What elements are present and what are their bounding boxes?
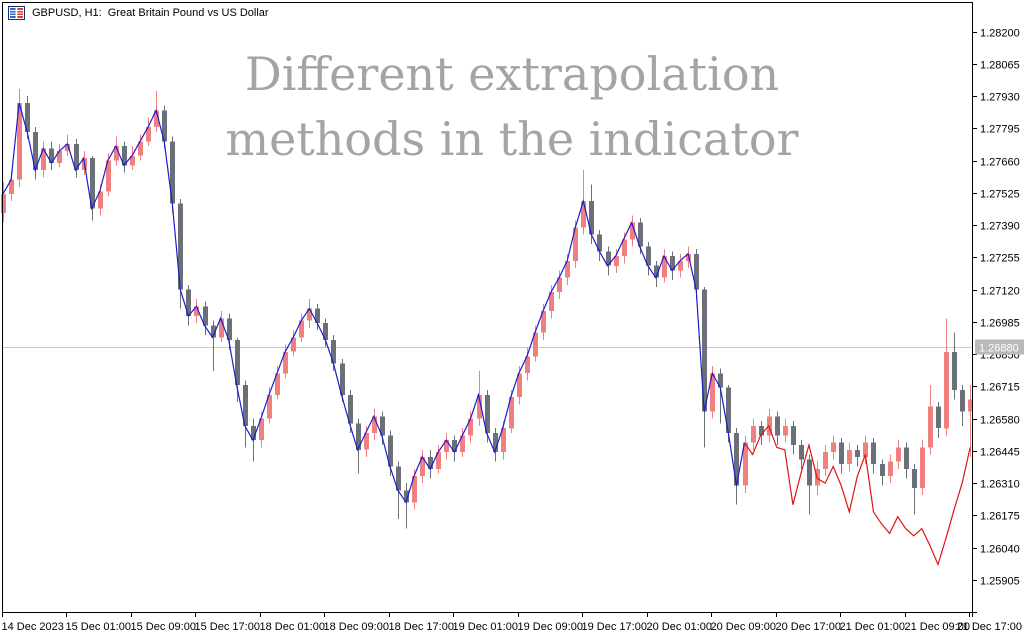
price-tick-label: 1.27255 [980,253,1020,265]
price-scale[interactable]: 1.28200 1.28065 1.27930 1.27795 1.27660 1.275… [972,28,1024,588]
chart-title-bar: GBPUSD, H1: Great Britain Pound vs US Do… [8,6,269,20]
time-tick-label: 20 Dec 09:00 [711,621,776,633]
price-tick-label: 1.26580 [980,415,1020,427]
price-tick-label: 1.26175 [980,511,1020,523]
price-tick-label: 1.26715 [980,382,1020,394]
price-tick-label: 1.27930 [980,92,1020,104]
price-tick-label: 1.26040 [980,544,1020,556]
price-tick-label: 1.28200 [980,28,1020,40]
svg-text:1.26880: 1.26880 [979,343,1019,355]
candles-series [1,88,973,529]
price-tick-label: 1.28065 [980,60,1020,72]
price-tick-label: 1.27525 [980,189,1020,201]
indicator-line-extrapolation [744,424,971,567]
price-tick-label: 1.26985 [980,318,1020,330]
price-tick-label: 1.27795 [980,124,1020,136]
time-tick-label: 20 Dec 17:00 [776,621,841,633]
price-tick-label: 1.26310 [980,479,1020,491]
watermark-line1: Different extrapolation [244,47,780,101]
plot-border [2,2,977,617]
price-tick-label: 1.25905 [980,576,1020,588]
time-tick-label: 21 Dec 09:00 [905,621,970,633]
time-tick-label: 15 Dec 09:00 [131,621,196,633]
price-tick-label: 1.27120 [980,286,1020,298]
time-tick-label: 18 Dec 09:00 [324,621,389,633]
price-tick-label: 1.27660 [980,157,1020,169]
time-tick-label: 19 Dec 09:00 [518,621,583,633]
time-tick-label: 21 Dec 17:00 [957,621,1022,633]
watermark: Different extrapolation methods in the i… [0,42,1024,172]
time-tick-label: 15 Dec 01:00 [66,621,131,633]
time-tick-label: 21 Dec 01:00 [840,621,905,633]
chart-icon [8,6,25,20]
time-tick-label: 18 Dec 01:00 [260,621,325,633]
time-tick-label: 18 Dec 17:00 [389,621,454,633]
watermark-line2: methods in the indicator [225,112,799,166]
time-tick-label: 19 Dec 17:00 [582,621,647,633]
price-tick-label: 1.26445 [980,447,1020,459]
time-tick-label: 15 Dec 17:00 [195,621,260,633]
bid-price-label: 1.26880 [975,339,1024,355]
time-tick-label: 20 Dec 01:00 [647,621,712,633]
price-tick-label: 1.27390 [980,221,1020,233]
time-tick-label: 14 Dec 2023 [2,621,64,633]
time-tick-label: 19 Dec 01:00 [453,621,518,633]
chart-title-text: GBPUSD, H1: Great Britain Pound vs US Do… [32,7,269,19]
indicator-line-history [2,103,746,504]
